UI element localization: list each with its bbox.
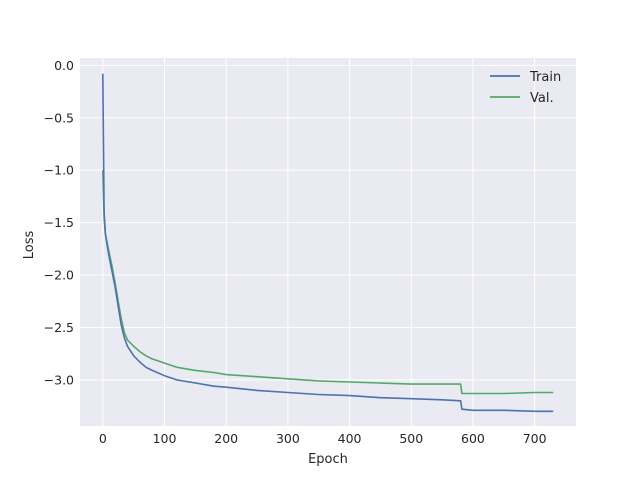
x-tick-label: 100 — [153, 431, 177, 446]
y-tick-label: −0.5 — [44, 110, 74, 125]
x-axis-label: Epoch — [308, 452, 348, 467]
grid-lines — [80, 58, 576, 426]
series-line-train — [102, 73, 554, 413]
y-tick-label: 0.0 — [54, 58, 74, 73]
legend-label-train: Train — [529, 70, 561, 85]
series-line-val — [102, 170, 554, 395]
y-tick-label: −3.0 — [44, 372, 74, 387]
y-tick-label: −1.0 — [44, 163, 74, 178]
tick-labels: 0 100 200 300 400 500 600 700 0.0 −0.5 −1.0 −1.5 −2.… — [44, 58, 547, 446]
legend: Train Val. — [490, 70, 561, 106]
plot-area — [80, 58, 576, 426]
x-tick-label: 600 — [461, 431, 485, 446]
y-tick-label: −1.5 — [44, 215, 74, 230]
x-tick-label: 700 — [523, 431, 547, 446]
y-tick-label: −2.0 — [44, 268, 74, 283]
x-tick-label: 0 — [99, 431, 107, 446]
y-axis-label: Loss — [22, 231, 37, 260]
x-tick-label: 200 — [214, 431, 238, 446]
legend-label-val: Val. — [530, 91, 554, 106]
series-layer — [102, 73, 554, 413]
x-tick-label: 500 — [399, 431, 423, 446]
x-tick-label: 300 — [276, 431, 300, 446]
y-tick-label: −2.5 — [44, 320, 74, 335]
x-tick-label: 400 — [338, 431, 362, 446]
